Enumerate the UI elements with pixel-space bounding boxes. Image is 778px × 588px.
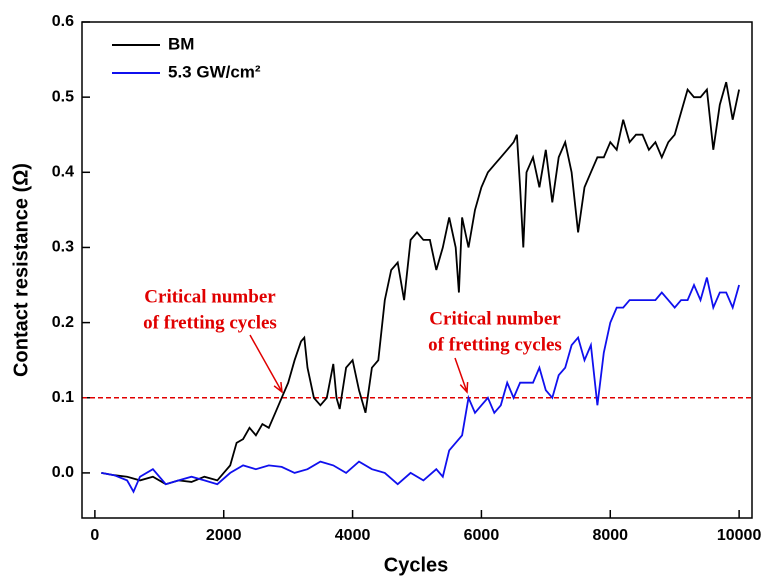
y-axis-title: Contact resistance (Ω): [10, 163, 32, 377]
y-tick-label: 0.3: [52, 239, 74, 256]
y-tick-label: 0.5: [52, 88, 74, 105]
plot-frame: [81, 21, 753, 519]
annotation-arrowhead: [273, 381, 283, 394]
annotation-arrow: [249, 334, 283, 393]
x-tick-label: 0: [90, 527, 99, 544]
y-tick-label: 0.6: [52, 13, 74, 30]
x-tick-label: 2000: [206, 527, 242, 544]
annotation-text: of fretting cycles: [143, 312, 277, 333]
annotation-text: Critical number: [144, 286, 276, 307]
x-tick-label: 10000: [717, 527, 762, 544]
y-tick-label: 0.2: [52, 314, 74, 331]
data-line: [101, 277, 740, 494]
annotation-arrowhead: [459, 381, 469, 394]
annotation-text: of fretting cycles: [428, 334, 562, 355]
x-tick-label: 4000: [335, 527, 371, 544]
annotation-text: Critical number: [429, 308, 561, 329]
y-tick-label: 0.0: [52, 464, 74, 481]
y-tick-label: 0.1: [52, 389, 74, 406]
annotation-arrow: [454, 357, 468, 393]
legend-label: 5.3 GW/cm²: [168, 62, 261, 81]
x-tick-label: 6000: [464, 527, 500, 544]
legend-label: BM: [168, 34, 194, 53]
x-axis-title: Cycles: [384, 554, 449, 576]
data-line: [101, 81, 740, 486]
y-tick-label: 0.4: [52, 164, 74, 181]
x-tick-label: 8000: [592, 527, 628, 544]
